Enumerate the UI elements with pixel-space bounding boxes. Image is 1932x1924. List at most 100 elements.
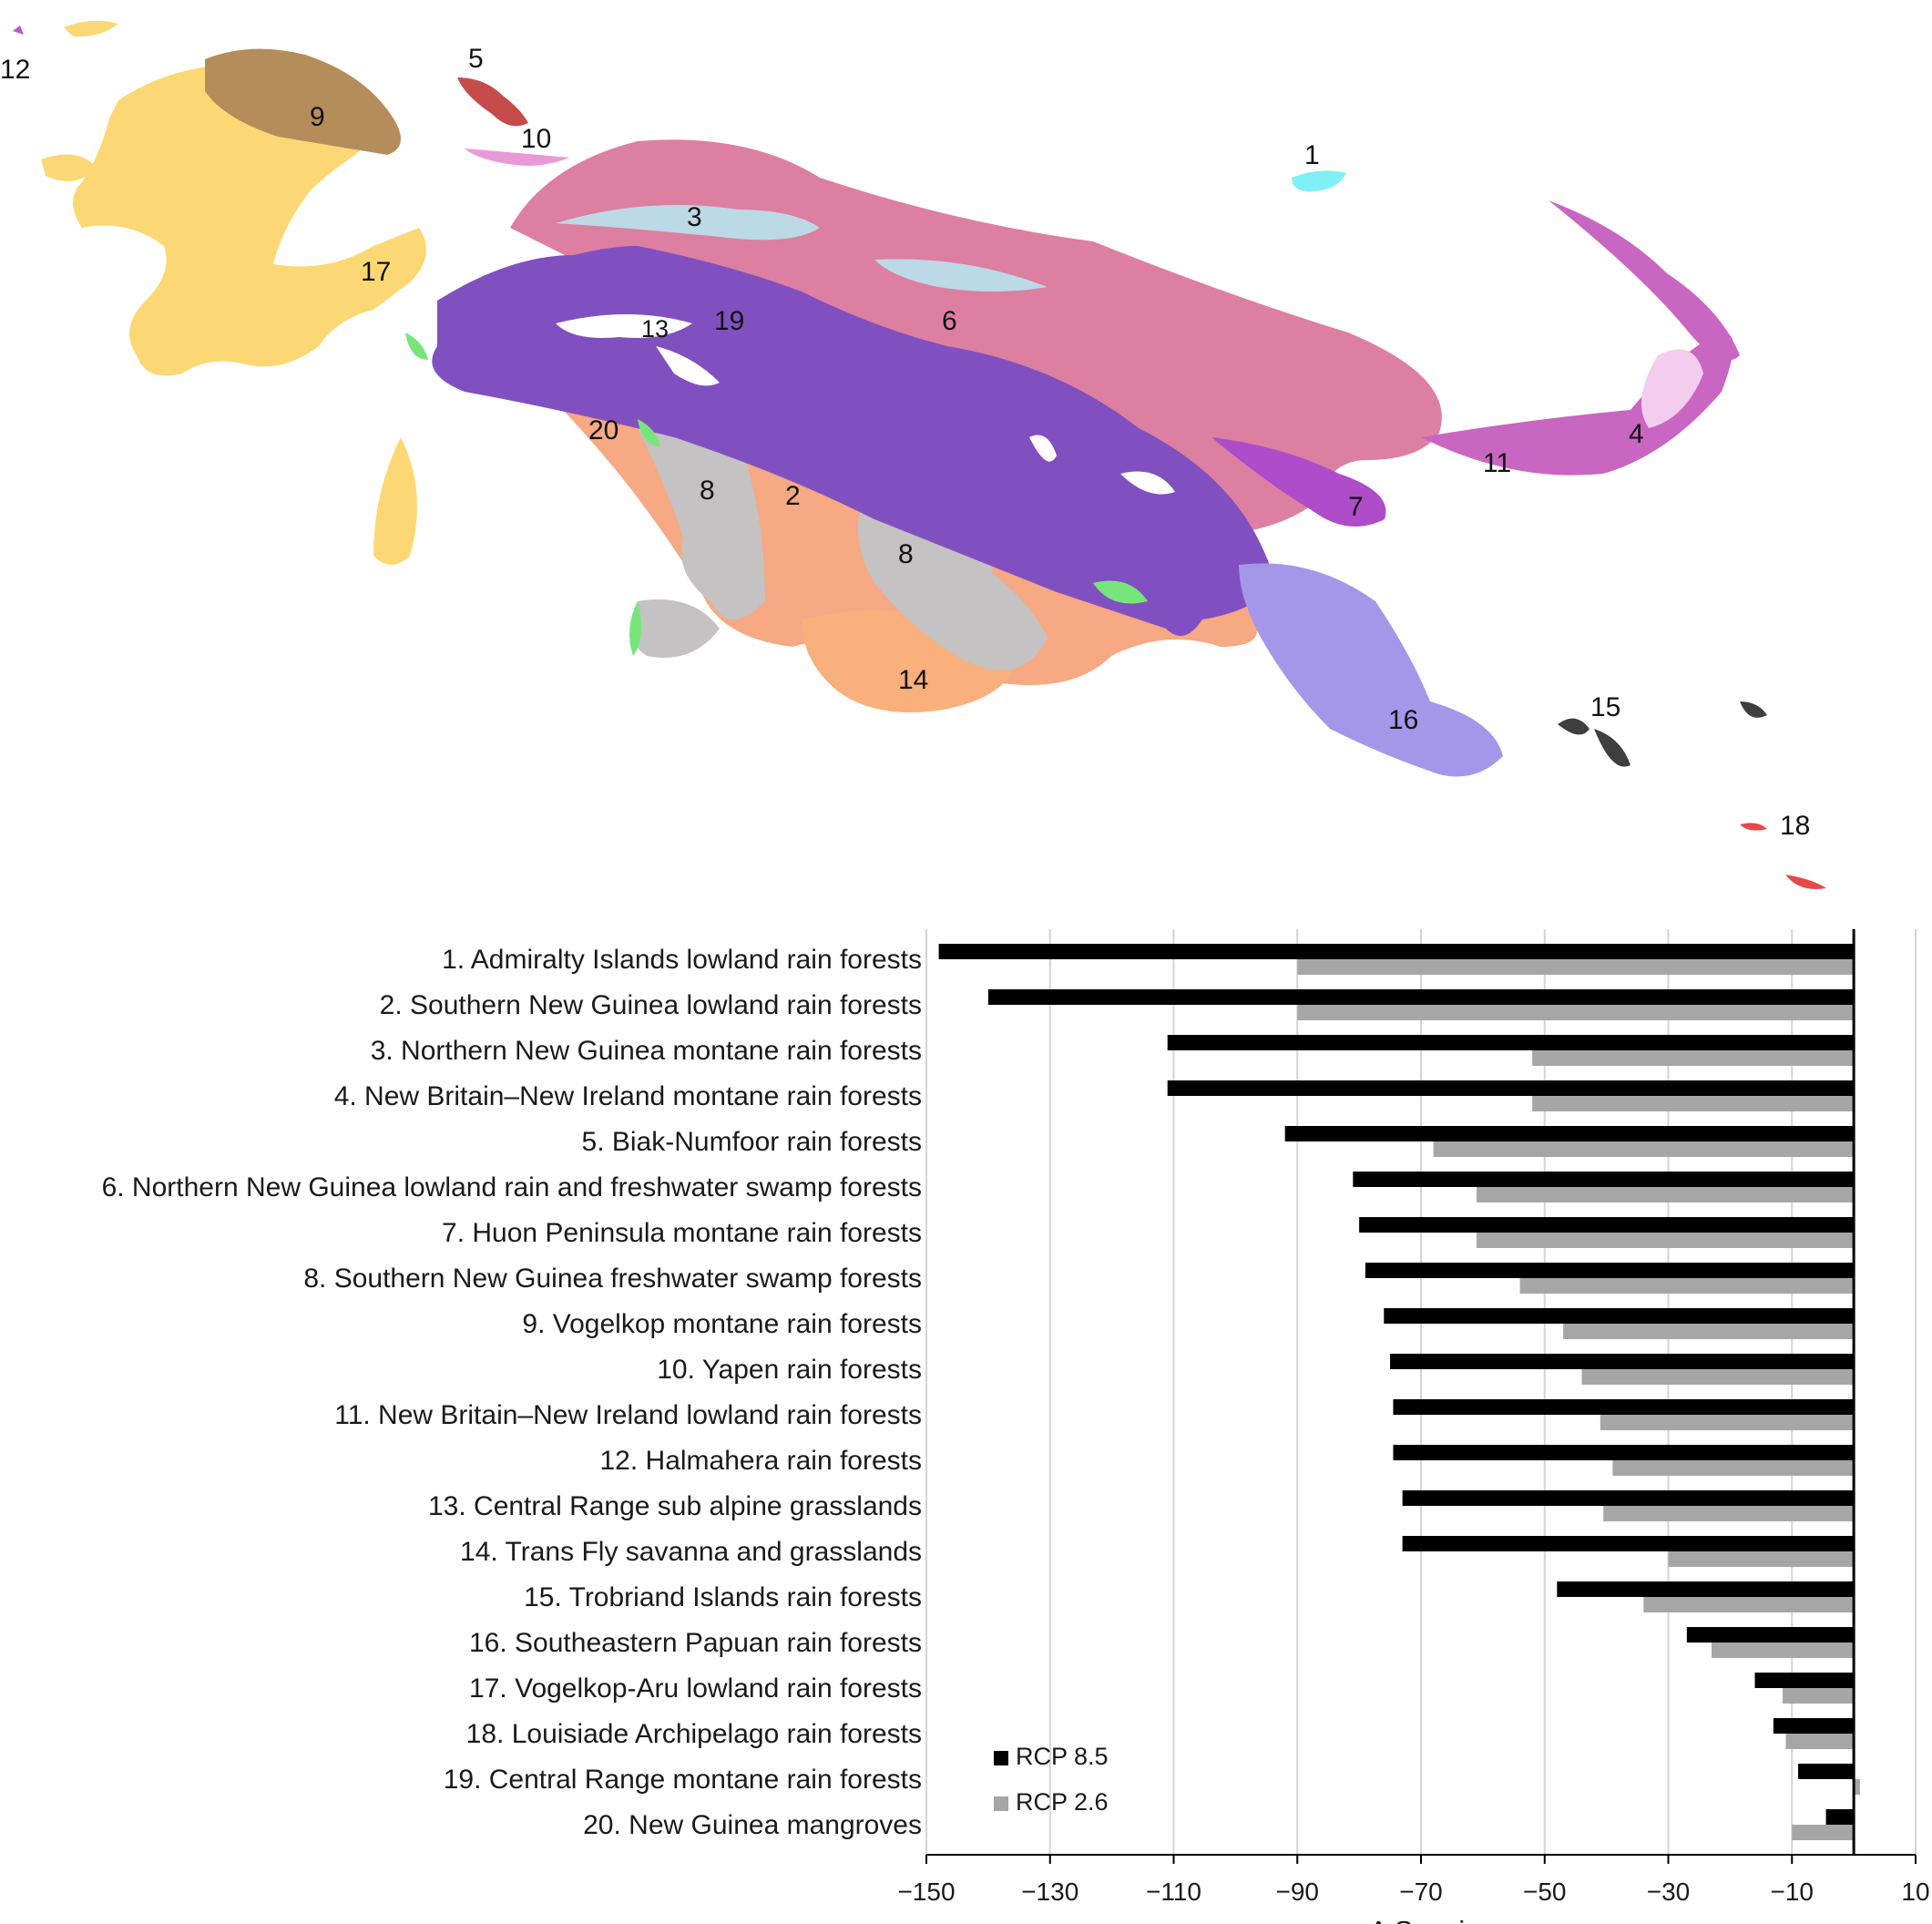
- bar-rcp85-19: [1798, 1764, 1855, 1779]
- bar-rcp85-13: [1402, 1490, 1855, 1506]
- bar-rcp26-3: [1532, 1050, 1855, 1066]
- ecoregion-map: 1 2 3 4 5 6 7 8 8 9 10 11 12 13 14 15 16…: [0, 20, 1826, 889]
- legend-label-rcp85: RCP 8.5: [1016, 1743, 1109, 1770]
- legend-swatch-rcp26: [994, 1796, 1008, 1811]
- map-label-13: 13: [641, 315, 669, 343]
- bar-rcp26-4: [1532, 1096, 1855, 1111]
- species-change-bar-chart: 1. Admiralty Islands lowland rain forest…: [102, 929, 1930, 1924]
- region-7-shape: [1211, 437, 1386, 527]
- category-label-17: 17. Vogelkop-Aru lowland rain forests: [469, 1673, 922, 1704]
- bar-rcp26-13: [1603, 1506, 1855, 1521]
- x-tick-label-5: −50: [1523, 1878, 1567, 1906]
- bar-rcp85-14: [1402, 1536, 1855, 1551]
- bar-rcp26-11: [1600, 1415, 1855, 1430]
- x-axis-ticks: −150 −130 −110 −90 −70 −50 −30 −10 10: [897, 1855, 1930, 1906]
- region-13-shapes: [556, 314, 1175, 495]
- bar-rcp85-18: [1773, 1718, 1855, 1734]
- region-18-shapes: [1740, 823, 1826, 889]
- category-label-1: 1. Admiralty Islands lowland rain forest…: [442, 945, 922, 975]
- map-label-19: 19: [714, 306, 744, 336]
- category-label-16: 16. Southeastern Papuan rain forests: [469, 1628, 922, 1658]
- map-label-6: 6: [942, 306, 957, 336]
- x-tick-label-3: −90: [1276, 1878, 1320, 1906]
- bar-rcp85-16: [1686, 1627, 1855, 1643]
- region-15-shapes: [1558, 701, 1767, 767]
- region-12-shape: [13, 26, 24, 35]
- map-label-14: 14: [898, 665, 928, 695]
- map-label-18: 18: [1780, 811, 1810, 841]
- map-label-1: 1: [1304, 140, 1320, 170]
- bar-rcp26-15: [1643, 1597, 1855, 1612]
- x-tick-label-2: −110: [1146, 1878, 1201, 1906]
- category-label-18: 18. Louisiade Archipelago rain forests: [466, 1719, 922, 1749]
- category-label-12: 12. Halmahera rain forests: [600, 1446, 923, 1476]
- region-9-shape: [205, 48, 401, 155]
- map-label-11: 11: [1483, 448, 1511, 478]
- legend-swatch-rcp85: [994, 1751, 1008, 1765]
- bar-series: [938, 944, 1860, 1840]
- bar-rcp85-12: [1393, 1445, 1855, 1460]
- map-label-16: 16: [1388, 705, 1418, 735]
- region-4-shape: [1641, 349, 1703, 428]
- bar-rcp85-2: [987, 989, 1855, 1005]
- category-label-2: 2. Southern New Guinea lowland rain fore…: [380, 990, 922, 1020]
- bar-rcp26-5: [1433, 1141, 1855, 1157]
- x-tick-label-7: −10: [1771, 1878, 1814, 1906]
- bar-rcp26-17: [1783, 1688, 1855, 1704]
- bar-rcp26-8: [1519, 1278, 1855, 1294]
- bar-rcp26-14: [1668, 1551, 1855, 1567]
- x-axis-title: Δ Species: [1369, 1915, 1495, 1924]
- category-label-7: 7. Huon Peninsula montane rain forests: [442, 1218, 922, 1248]
- map-label-10: 10: [521, 124, 551, 154]
- map-label-5: 5: [468, 44, 484, 74]
- x-tick-label-8: 10: [1901, 1878, 1929, 1906]
- region-3b-shape: [874, 259, 1048, 292]
- bar-rcp26-20: [1792, 1825, 1855, 1840]
- region-1-shape: [1292, 170, 1346, 191]
- map-label-4: 4: [1629, 419, 1644, 449]
- bar-rcp26-2: [1297, 1005, 1855, 1020]
- bar-rcp26-6: [1477, 1187, 1855, 1202]
- bar-rcp26-19: [1854, 1779, 1860, 1795]
- legend: RCP 8.5 RCP 2.6: [994, 1743, 1109, 1816]
- legend-label-rcp26: RCP 2.6: [1016, 1788, 1109, 1816]
- region-19-shape: [432, 246, 1275, 636]
- bar-rcp85-20: [1825, 1809, 1855, 1825]
- category-labels: 1. Admiralty Islands lowland rain forest…: [102, 945, 922, 1840]
- bar-rcp85-9: [1384, 1308, 1855, 1324]
- bar-rcp26-16: [1712, 1643, 1855, 1658]
- x-tick-label-0: −150: [897, 1878, 955, 1906]
- map-label-20: 20: [588, 415, 618, 445]
- category-label-9: 9. Vogelkop montane rain forests: [522, 1309, 922, 1339]
- map-label-12: 12: [0, 55, 30, 85]
- category-label-11: 11. New Britain–New Ireland lowland rain…: [334, 1400, 922, 1430]
- bar-rcp85-10: [1390, 1354, 1855, 1369]
- region-16-shape: [1239, 563, 1503, 777]
- bar-rcp85-7: [1359, 1217, 1855, 1233]
- bar-rcp85-6: [1353, 1172, 1855, 1187]
- bar-rcp85-8: [1365, 1263, 1855, 1278]
- category-label-13: 13. Central Range sub alpine grasslands: [428, 1491, 922, 1521]
- map-label-7: 7: [1348, 492, 1364, 522]
- category-label-20: 20. New Guinea mangroves: [583, 1810, 922, 1840]
- x-tick-label-4: −70: [1399, 1878, 1443, 1906]
- category-label-6: 6. Northern New Guinea lowland rain and …: [102, 1172, 922, 1202]
- bar-rcp26-18: [1785, 1734, 1855, 1749]
- region-10-shape: [465, 148, 569, 166]
- bar-rcp26-10: [1581, 1369, 1855, 1385]
- map-label-2: 2: [785, 481, 801, 511]
- bar-rcp85-3: [1167, 1035, 1855, 1050]
- map-label-17: 17: [361, 257, 391, 287]
- category-label-5: 5. Biak-Numfoor rain forests: [582, 1127, 922, 1157]
- category-label-19: 19. Central Range montane rain forests: [444, 1765, 922, 1795]
- region-3-shape: [556, 205, 820, 240]
- category-label-15: 15. Trobriand Islands rain forests: [524, 1582, 922, 1612]
- bar-rcp85-15: [1557, 1581, 1855, 1597]
- region-20-shapes: [405, 333, 1148, 656]
- bar-rcp85-11: [1393, 1399, 1855, 1415]
- x-tick-label-1: −130: [1021, 1878, 1078, 1906]
- category-label-8: 8. Southern New Guinea freshwater swamp …: [303, 1264, 922, 1294]
- bar-rcp26-7: [1477, 1233, 1855, 1248]
- bar-rcp85-4: [1167, 1080, 1855, 1096]
- x-tick-label-6: −30: [1647, 1878, 1691, 1906]
